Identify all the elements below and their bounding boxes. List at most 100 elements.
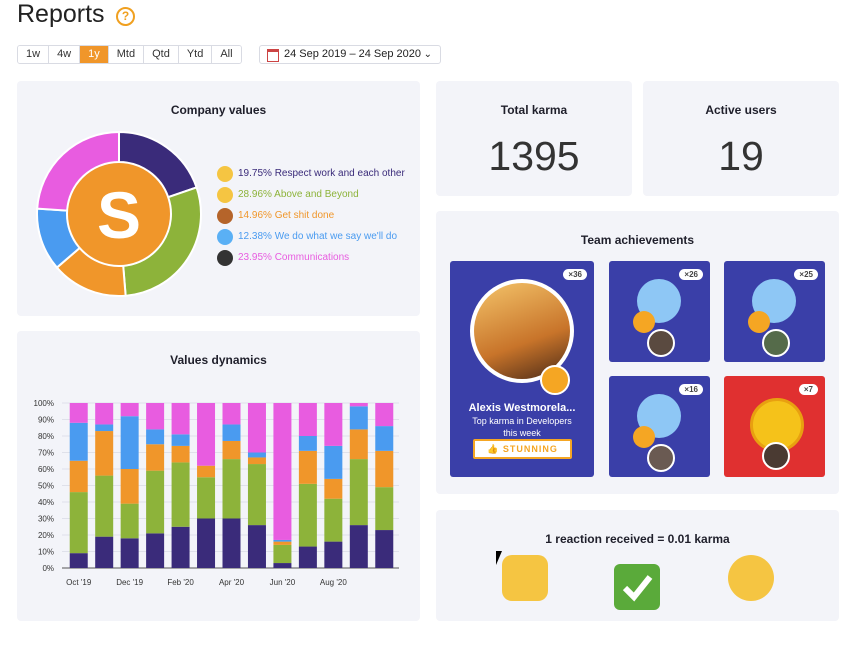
donut-slice[interactable] — [36, 130, 120, 212]
bar-segment[interactable] — [324, 403, 343, 446]
bar-segment[interactable] — [197, 477, 216, 519]
bar-segment[interactable] — [273, 539, 292, 542]
range-mtd[interactable]: Mtd — [108, 46, 145, 63]
values-dynamics-panel: Values dynamics 0% 10% 20% 30% 40% 50% 60% 70% 8… — [17, 331, 420, 621]
bar-segment[interactable] — [375, 487, 394, 531]
achievement-card[interactable]: ×16 — [609, 376, 710, 477]
check-mark-icon[interactable] — [614, 564, 660, 610]
bar-segment[interactable] — [69, 422, 88, 461]
bar-segment[interactable] — [171, 403, 190, 435]
bar-segment[interactable] — [273, 541, 292, 545]
bar-segment[interactable] — [69, 403, 88, 423]
bar-segment[interactable] — [298, 450, 317, 484]
bar-segment[interactable] — [375, 530, 394, 568]
bar-segment[interactable] — [247, 403, 266, 453]
stunning-badge[interactable]: 👍 STUNNING — [473, 439, 572, 459]
brand-logo-letter: S — [97, 178, 141, 252]
bar-segment[interactable] — [197, 465, 216, 478]
bar-segment[interactable] — [298, 436, 317, 451]
range-all[interactable]: All — [212, 46, 241, 63]
bar-segment[interactable] — [349, 403, 368, 407]
legend-item[interactable]: 12.38% We do what we say we'll do — [217, 226, 405, 247]
bar-segment[interactable] — [146, 429, 165, 445]
bar-segment[interactable] — [146, 533, 165, 568]
bar-segment[interactable] — [247, 525, 266, 568]
featured-achievement-card[interactable]: ×36 Alexis Westmorela... Top karma in De… — [450, 261, 594, 477]
bar-segment[interactable] — [324, 541, 343, 568]
legend-item[interactable]: 14.96% Get shit done — [217, 205, 405, 226]
bar-segment[interactable] — [349, 459, 368, 526]
range-1y[interactable]: 1y — [80, 46, 109, 63]
bar-segment[interactable] — [324, 478, 343, 499]
range-4w[interactable]: 4w — [49, 46, 81, 63]
date-range-picker[interactable]: 24 Sep 2019 – 24 Sep 2020 ⌄ — [259, 45, 441, 64]
achievement-card[interactable]: ×7 — [724, 376, 825, 477]
range-qtd[interactable]: Qtd — [144, 46, 179, 63]
bar-segment[interactable] — [197, 518, 216, 569]
user-avatar — [470, 279, 574, 383]
legend-label: 19.75% Respect work and each other — [238, 168, 405, 179]
range-ytd[interactable]: Ytd — [178, 46, 213, 63]
bar-segment[interactable] — [273, 544, 292, 564]
bar-segment[interactable] — [120, 416, 139, 469]
bar-segment[interactable] — [247, 452, 266, 458]
bar-segment[interactable] — [349, 525, 368, 568]
company-values-donut: S — [36, 130, 202, 297]
bar-segment[interactable] — [95, 431, 114, 476]
bar-segment[interactable] — [146, 470, 165, 534]
bar-segment[interactable] — [222, 459, 241, 519]
achievement-card[interactable]: ×26 — [609, 261, 710, 362]
bar-segment[interactable] — [247, 457, 266, 465]
bar-segment[interactable] — [222, 518, 241, 569]
total-karma-value: 1395 — [488, 133, 580, 179]
bar-segment[interactable] — [247, 464, 266, 526]
achievement-card[interactable]: ×25 — [724, 261, 825, 362]
bar-segment[interactable] — [146, 403, 165, 430]
bar-segment[interactable] — [375, 450, 394, 488]
range-1w[interactable]: 1w — [18, 46, 50, 63]
bar-segment[interactable] — [69, 492, 88, 554]
bar-segment[interactable] — [120, 538, 139, 568]
ok-hand-icon[interactable] — [728, 555, 774, 601]
bar-segment[interactable] — [197, 403, 216, 466]
bar-segment[interactable] — [298, 403, 317, 436]
mouse-cursor — [496, 551, 502, 565]
bar-segment[interactable] — [273, 403, 292, 540]
achievement-subtitle-2: this week — [503, 428, 541, 436]
bar-segment[interactable] — [95, 475, 114, 537]
bar-segment[interactable] — [222, 440, 241, 460]
thumbs-up-icon[interactable] — [502, 555, 548, 601]
legend-item[interactable]: 28.96% Above and Beyond — [217, 184, 405, 205]
bar-segment[interactable] — [171, 445, 190, 463]
gem-icon — [217, 228, 233, 245]
bar-segment[interactable] — [324, 445, 343, 479]
help-icon[interactable]: ? — [116, 7, 135, 26]
bar-segment[interactable] — [171, 462, 190, 527]
bar-segment[interactable] — [69, 553, 88, 568]
legend-item[interactable]: 23.95% Communications — [217, 247, 405, 268]
bar-segment[interactable] — [69, 460, 88, 493]
bar-segment[interactable] — [375, 403, 394, 427]
bar-segment[interactable] — [324, 498, 343, 542]
bar-segment[interactable] — [120, 403, 139, 417]
bar-segment[interactable] — [222, 424, 241, 441]
kitty-badge-icon — [540, 365, 570, 395]
legend-item[interactable]: 19.75% Respect work and each other — [217, 163, 405, 184]
bar-segment[interactable] — [120, 469, 139, 504]
range-selector: 1w 4w 1y Mtd Qtd Ytd All — [17, 45, 242, 64]
bar-segment[interactable] — [171, 434, 190, 446]
bar-segment[interactable] — [146, 444, 165, 471]
total-karma-panel: Total karma 1395 — [436, 81, 632, 196]
bar-segment[interactable] — [349, 406, 368, 430]
bar-segment[interactable] — [120, 503, 139, 539]
bar-segment[interactable] — [298, 483, 317, 547]
bar-segment[interactable] — [95, 536, 114, 568]
bar-segment[interactable] — [298, 546, 317, 568]
bar-segment[interactable] — [95, 403, 114, 425]
bar-segment[interactable] — [95, 424, 114, 432]
bar-segment[interactable] — [349, 429, 368, 460]
bar-segment[interactable] — [375, 426, 394, 451]
bar-segment[interactable] — [273, 563, 292, 568]
bar-segment[interactable] — [171, 526, 190, 568]
bar-segment[interactable] — [222, 403, 241, 425]
